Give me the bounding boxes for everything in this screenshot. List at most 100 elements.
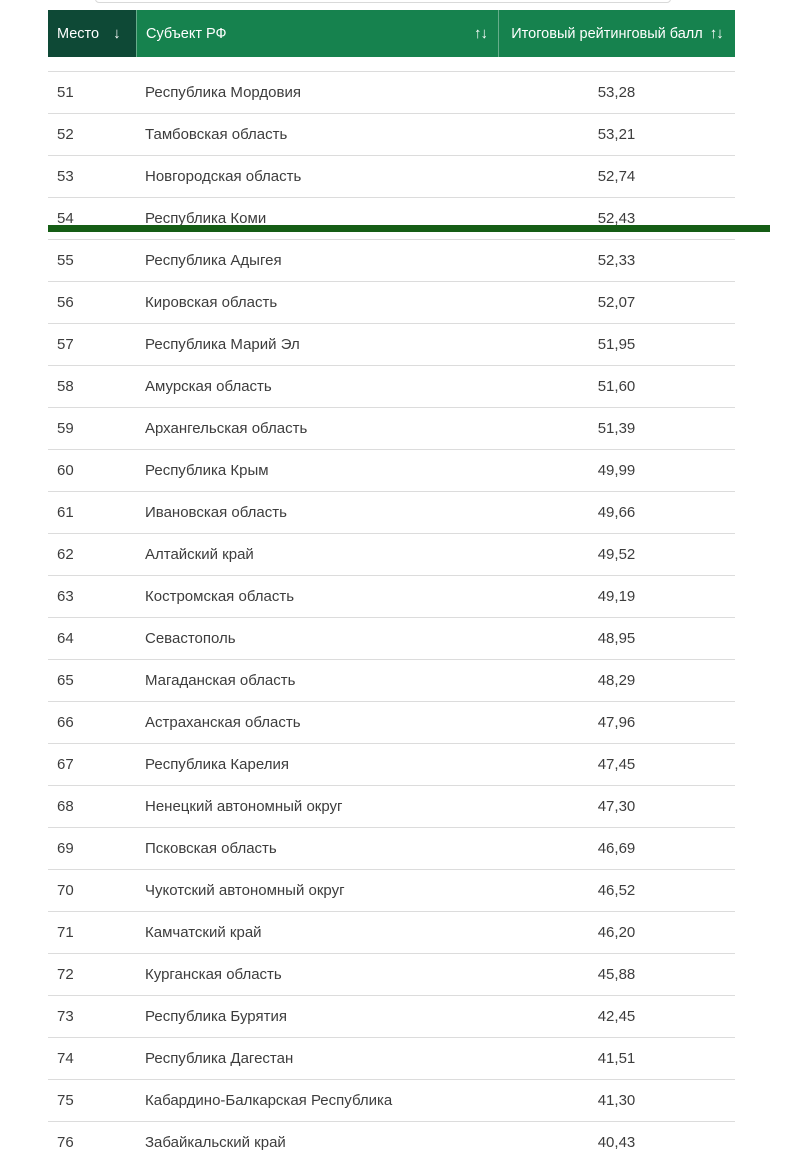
- rating-table: Место ↓ Субъект РФ ↑↓ Итоговый рейтингов…: [48, 10, 735, 1163]
- cell-region: Костромская область: [145, 588, 295, 605]
- cell-place: 52: [57, 126, 74, 143]
- cell-region: Псковская область: [145, 840, 277, 857]
- cell-place: 62: [57, 546, 74, 563]
- cell-region: Республика Марий Эл: [145, 336, 300, 353]
- cell-place: 60: [57, 462, 74, 479]
- cell-score: 42,45: [597, 1008, 636, 1025]
- table-row: 72 Курганская область 45,88: [48, 953, 735, 995]
- cell-score: 47,30: [597, 798, 636, 815]
- cell-score: 47,96: [597, 714, 636, 731]
- cell-place: 56: [57, 294, 74, 311]
- cell-region: Республика Карелия: [145, 756, 289, 773]
- table-row: 70 Чукотский автономный округ 46,52: [48, 869, 735, 911]
- cell-region: Республика Адыгея: [145, 252, 282, 269]
- cell-region: Республика Дагестан: [145, 1050, 294, 1067]
- cell-score: 53,28: [597, 84, 636, 101]
- clipped-row-remainder: [48, 57, 735, 71]
- cell-place: 59: [57, 420, 74, 437]
- table-row: 54 Республика Коми 52,43: [48, 197, 735, 239]
- cell-region: Республика Мордовия: [145, 84, 301, 101]
- cell-score: 52,43: [597, 210, 636, 227]
- cell-score: 52,07: [597, 294, 636, 311]
- table-row: 51 Республика Мордовия 53,28: [48, 71, 735, 113]
- table-body: 51 Республика Мордовия 53,28 52 Тамбовск…: [48, 57, 735, 1163]
- cell-score: 40,43: [597, 1134, 636, 1151]
- table-row: 53 Новгородская область 52,74: [48, 155, 735, 197]
- cell-region: Республика Бурятия: [145, 1008, 287, 1025]
- table-row: 69 Псковская область 46,69: [48, 827, 735, 869]
- table-row: 52 Тамбовская область 53,21: [48, 113, 735, 155]
- sort-both-icon: ↑↓: [709, 25, 724, 42]
- table-row: 58 Амурская область 51,60: [48, 365, 735, 407]
- cell-score: 45,88: [597, 966, 636, 983]
- column-header-place-label: Место: [57, 25, 100, 42]
- cell-place: 66: [57, 714, 74, 731]
- cell-score: 49,99: [597, 462, 636, 479]
- sort-descending-icon: ↓: [113, 25, 120, 42]
- rank-cutoff-divider: [48, 225, 770, 232]
- cell-place: 72: [57, 966, 74, 983]
- cell-score: 53,21: [597, 126, 636, 143]
- table-row: 61 Ивановская область 49,66: [48, 491, 735, 533]
- cell-region: Камчатский край: [145, 924, 262, 941]
- cell-place: 75: [57, 1092, 74, 1109]
- cell-score: 49,66: [597, 504, 636, 521]
- cell-region: Амурская область: [145, 378, 272, 395]
- cropped-input-field[interactable]: [95, 0, 671, 3]
- cell-score: 41,51: [597, 1050, 636, 1067]
- cell-score: 46,69: [597, 840, 636, 857]
- sort-both-icon: ↑↓: [474, 25, 488, 42]
- table-row: 63 Костромская область 49,19: [48, 575, 735, 617]
- table-row: 55 Республика Адыгея 52,33: [48, 239, 735, 281]
- cell-region: Тамбовская область: [145, 126, 288, 143]
- cell-place: 74: [57, 1050, 74, 1067]
- table-row: 73 Республика Бурятия 42,45: [48, 995, 735, 1037]
- cell-place: 53: [57, 168, 74, 185]
- cell-score: 51,39: [597, 420, 636, 437]
- table-row: 71 Камчатский край 46,20: [48, 911, 735, 953]
- table-row: 65 Магаданская область 48,29: [48, 659, 735, 701]
- cell-score: 52,74: [597, 168, 636, 185]
- cell-region: Республика Коми: [145, 210, 267, 227]
- cell-place: 51: [57, 84, 74, 101]
- cell-score: 41,30: [597, 1092, 636, 1109]
- cell-region: Кировская область: [145, 294, 278, 311]
- cell-place: 67: [57, 756, 74, 773]
- cell-place: 64: [57, 630, 74, 647]
- cell-score: 51,95: [597, 336, 636, 353]
- cell-region: Курганская область: [145, 966, 282, 983]
- cell-place: 70: [57, 882, 74, 899]
- column-header-region[interactable]: Субъект РФ ↑↓: [136, 10, 498, 57]
- cell-region: Кабардино-Балкарская Республика: [145, 1092, 393, 1109]
- cell-score: 47,45: [597, 756, 636, 773]
- cell-region: Новгородская область: [145, 168, 302, 185]
- cell-place: 54: [57, 210, 74, 227]
- cell-region: Архангельская область: [145, 420, 308, 437]
- cell-place: 76: [57, 1134, 74, 1151]
- cell-place: 71: [57, 924, 74, 941]
- cell-score: 52,33: [597, 252, 636, 269]
- cell-region: Чукотский автономный округ: [145, 882, 345, 899]
- cell-place: 69: [57, 840, 74, 857]
- column-header-region-label: Субъект РФ: [146, 25, 227, 42]
- table-row: 64 Севастополь 48,95: [48, 617, 735, 659]
- cell-region: Магаданская область: [145, 672, 296, 689]
- column-header-place[interactable]: Место ↓: [48, 10, 136, 57]
- cell-place: 61: [57, 504, 74, 521]
- cell-region: Астраханская область: [145, 714, 301, 731]
- table-row: 74 Республика Дагестан 41,51: [48, 1037, 735, 1079]
- table-row: 67 Республика Карелия 47,45: [48, 743, 735, 785]
- cell-region: Забайкальский край: [145, 1134, 286, 1151]
- cell-place: 58: [57, 378, 74, 395]
- cell-region: Ивановская область: [145, 504, 287, 521]
- column-header-score[interactable]: Итоговый рейтинговый балл ↑↓: [498, 10, 735, 57]
- cell-place: 63: [57, 588, 74, 605]
- cell-score: 46,52: [597, 882, 636, 899]
- table-row: 60 Республика Крым 49,99: [48, 449, 735, 491]
- cell-score: 48,29: [597, 672, 636, 689]
- table-header-row: Место ↓ Субъект РФ ↑↓ Итоговый рейтингов…: [48, 10, 735, 57]
- cell-score: 48,95: [597, 630, 636, 647]
- table-row: 56 Кировская область 52,07: [48, 281, 735, 323]
- cell-score: 46,20: [597, 924, 636, 941]
- cell-place: 55: [57, 252, 74, 269]
